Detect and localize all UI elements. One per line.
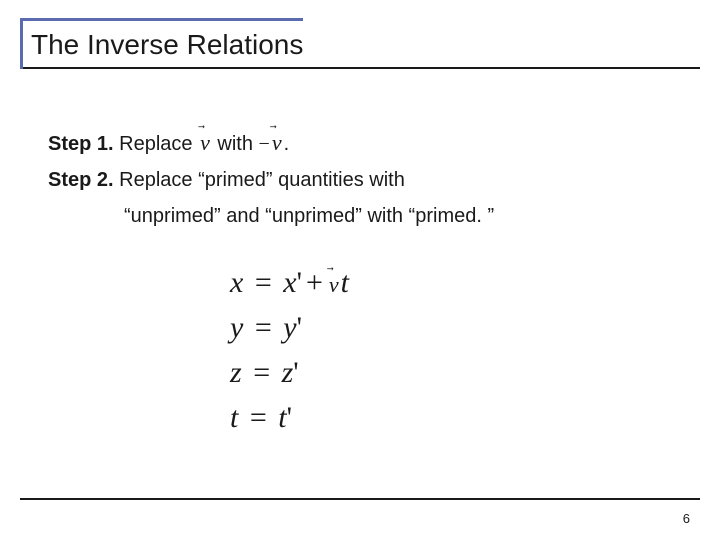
equation-2: y = y' bbox=[230, 305, 349, 350]
footer-divider bbox=[20, 498, 700, 500]
eq1-vec: ⃗v bbox=[327, 272, 341, 297]
equation-1: x = x'+⃗vt bbox=[230, 260, 349, 305]
title-bar: The Inverse Relations bbox=[20, 18, 700, 69]
step-1-line: Step 1. Replace ⃗v with −⃗v. bbox=[48, 125, 672, 160]
step-2-label: Step 2. bbox=[48, 169, 114, 191]
step-1-label: Step 1. bbox=[48, 133, 114, 155]
step-2-text-2: “unprimed” and “unprimed” with “primed. … bbox=[124, 205, 494, 227]
step-1-vec-2: ⃗v bbox=[270, 130, 284, 155]
step-2-text-1: Replace “primed” quantities with bbox=[114, 169, 405, 191]
equation-4: t = t' bbox=[230, 395, 349, 440]
step-1-vec-1: ⃗v bbox=[198, 130, 212, 155]
step-2-line-1: Step 2. Replace “primed” quantities with bbox=[48, 164, 672, 196]
equations-block: x = x'+⃗vt y = y' z = z' t = t' bbox=[230, 260, 349, 440]
slide-title: The Inverse Relations bbox=[31, 29, 303, 61]
page-number: 6 bbox=[683, 511, 690, 526]
step-1-text-before: Replace bbox=[114, 133, 199, 155]
step-1-neg: − bbox=[259, 133, 270, 155]
equation-3: z = z' bbox=[230, 350, 349, 395]
step-1-text-after: . bbox=[284, 133, 290, 155]
content-body: Step 1. Replace ⃗v with −⃗v. Step 2. Rep… bbox=[48, 125, 672, 236]
title-box: The Inverse Relations bbox=[20, 18, 303, 69]
step-1-text-mid: with bbox=[212, 133, 259, 155]
step-2-line-2: “unprimed” and “unprimed” with “primed. … bbox=[48, 200, 672, 232]
